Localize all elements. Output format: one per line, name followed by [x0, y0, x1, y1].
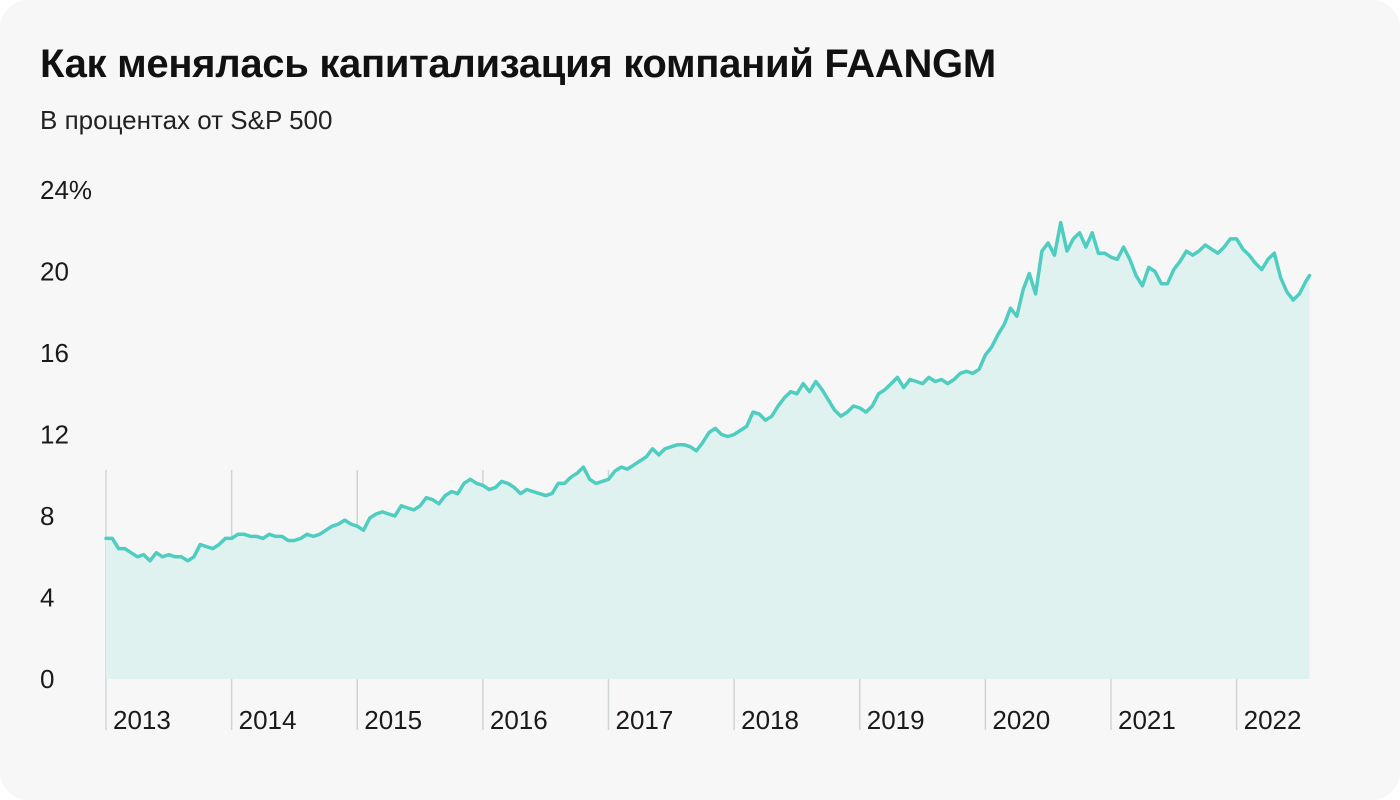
x-tick-label: 2019: [867, 705, 925, 735]
x-tick-label: 2017: [616, 705, 674, 735]
y-axis-ticks: 0 4 8 12 16 20 24%: [40, 175, 92, 694]
y-tick-label: 24%: [40, 175, 92, 205]
series-area-fill: [106, 222, 1310, 679]
series-line: [104, 220, 1312, 563]
y-tick-label: 16: [40, 338, 69, 368]
x-tick-label: 2021: [1118, 705, 1176, 735]
x-tick-label: 2016: [490, 705, 548, 735]
y-tick-label: 12: [40, 420, 69, 450]
x-tick-label: 2022: [1244, 705, 1302, 735]
chart-title: Как менялась капитализация компаний FAAN…: [40, 42, 996, 86]
y-tick-label: 20: [40, 257, 69, 287]
x-tick-label: 2018: [741, 705, 799, 735]
x-tick-label: 2015: [364, 705, 422, 735]
y-tick-label: 4: [40, 583, 54, 613]
chart-subtitle: В процентах от S&P 500: [40, 105, 333, 135]
x-tick-label: 2014: [239, 705, 297, 735]
x-tick-label: 2013: [113, 705, 171, 735]
x-axis-ticks: 2013 2014 2015 2016 2017 2018 2019 2020 2021 2022: [113, 705, 1301, 735]
y-tick-label: 8: [40, 501, 54, 531]
x-tick-label: 2020: [992, 705, 1050, 735]
y-tick-label: 0: [40, 664, 54, 694]
